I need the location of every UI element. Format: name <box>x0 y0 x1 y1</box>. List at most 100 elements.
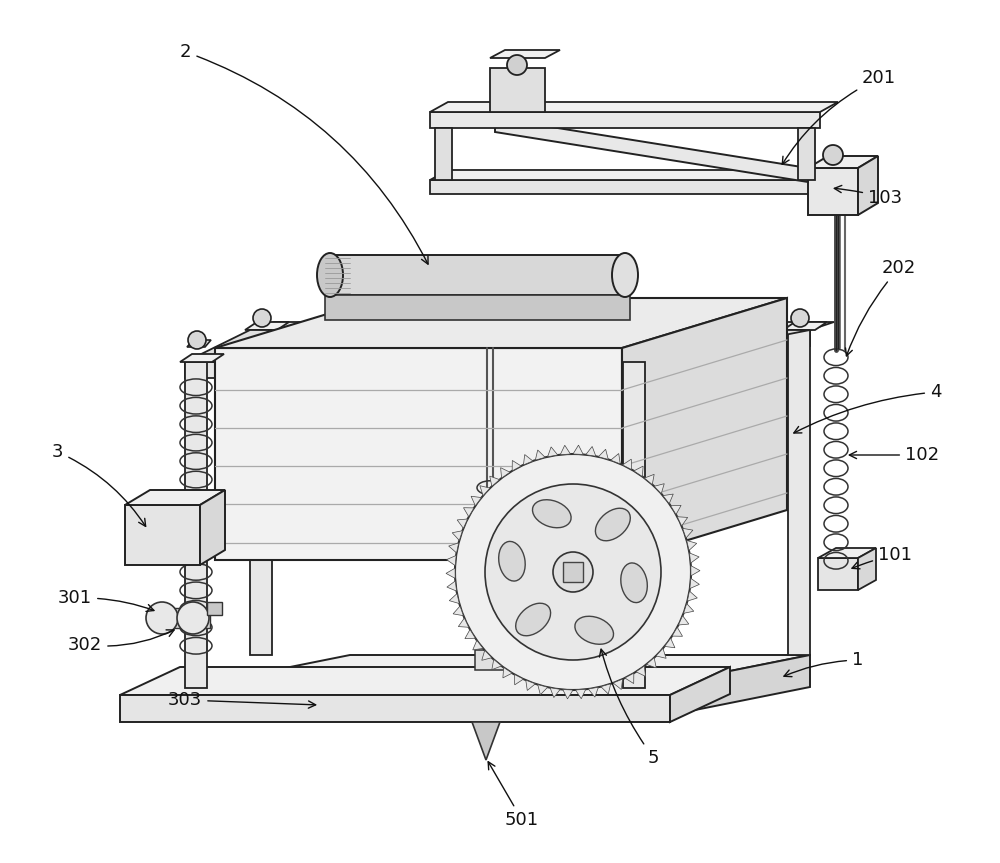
Polygon shape <box>683 528 693 538</box>
Polygon shape <box>490 68 545 112</box>
Circle shape <box>485 484 661 660</box>
Polygon shape <box>798 128 815 180</box>
Polygon shape <box>457 519 468 528</box>
Polygon shape <box>446 568 455 578</box>
Polygon shape <box>563 690 573 699</box>
Polygon shape <box>449 594 459 603</box>
Polygon shape <box>623 459 632 469</box>
Polygon shape <box>458 618 469 627</box>
Circle shape <box>507 55 527 75</box>
Polygon shape <box>598 450 608 459</box>
Polygon shape <box>180 354 224 362</box>
Polygon shape <box>654 483 664 494</box>
Polygon shape <box>671 506 681 514</box>
Polygon shape <box>125 490 225 505</box>
Polygon shape <box>245 322 289 330</box>
Polygon shape <box>447 556 456 565</box>
Ellipse shape <box>575 616 614 645</box>
Text: 302: 302 <box>68 630 174 654</box>
Text: 5: 5 <box>599 649 660 767</box>
Polygon shape <box>435 128 452 180</box>
Polygon shape <box>430 102 838 112</box>
Circle shape <box>188 331 206 349</box>
Polygon shape <box>150 608 210 628</box>
Text: 103: 103 <box>834 186 902 207</box>
Circle shape <box>177 602 209 634</box>
Polygon shape <box>472 722 500 760</box>
Polygon shape <box>492 659 502 670</box>
Polygon shape <box>586 446 596 457</box>
Polygon shape <box>535 450 545 460</box>
Circle shape <box>791 309 809 327</box>
Ellipse shape <box>612 253 638 297</box>
Polygon shape <box>512 461 521 471</box>
Polygon shape <box>611 454 620 463</box>
Polygon shape <box>250 330 272 655</box>
Text: 3: 3 <box>52 443 146 526</box>
Polygon shape <box>601 683 611 694</box>
Polygon shape <box>475 650 505 670</box>
Polygon shape <box>185 330 272 362</box>
Polygon shape <box>656 648 666 658</box>
Polygon shape <box>678 615 689 625</box>
Polygon shape <box>250 330 810 346</box>
Polygon shape <box>818 548 876 558</box>
Text: 202: 202 <box>845 259 916 356</box>
Ellipse shape <box>516 603 551 636</box>
Circle shape <box>146 602 178 634</box>
Text: 101: 101 <box>852 546 912 569</box>
Polygon shape <box>207 602 222 615</box>
Polygon shape <box>788 330 810 655</box>
Polygon shape <box>495 118 808 182</box>
Polygon shape <box>514 674 523 685</box>
Circle shape <box>455 454 691 690</box>
Polygon shape <box>430 112 820 128</box>
Polygon shape <box>690 578 699 589</box>
Polygon shape <box>465 629 475 639</box>
Polygon shape <box>250 322 834 330</box>
Polygon shape <box>185 362 645 378</box>
Polygon shape <box>430 180 820 194</box>
Polygon shape <box>538 684 548 695</box>
Polygon shape <box>663 494 673 504</box>
Text: 1: 1 <box>784 651 863 677</box>
Polygon shape <box>548 447 558 457</box>
Polygon shape <box>573 445 583 455</box>
Polygon shape <box>330 255 625 295</box>
Polygon shape <box>120 667 730 695</box>
Polygon shape <box>523 455 533 465</box>
Polygon shape <box>634 466 643 476</box>
Text: 2: 2 <box>180 43 428 264</box>
Polygon shape <box>689 553 699 563</box>
Ellipse shape <box>532 500 571 528</box>
Polygon shape <box>645 655 810 720</box>
Polygon shape <box>550 688 560 697</box>
Polygon shape <box>646 658 656 668</box>
Polygon shape <box>672 627 683 636</box>
Polygon shape <box>858 548 876 590</box>
Polygon shape <box>687 591 697 602</box>
Polygon shape <box>687 540 697 551</box>
Polygon shape <box>125 505 200 565</box>
Ellipse shape <box>595 508 630 541</box>
Ellipse shape <box>499 541 525 581</box>
Polygon shape <box>471 496 481 506</box>
Polygon shape <box>818 558 858 590</box>
Circle shape <box>553 552 593 592</box>
Polygon shape <box>563 562 583 582</box>
Text: 4: 4 <box>794 383 942 433</box>
Polygon shape <box>576 690 586 699</box>
Polygon shape <box>480 486 490 495</box>
Polygon shape <box>430 170 838 180</box>
Polygon shape <box>623 362 645 688</box>
Polygon shape <box>613 679 623 690</box>
Polygon shape <box>670 667 730 722</box>
Text: 501: 501 <box>488 762 539 829</box>
Text: 102: 102 <box>849 446 939 464</box>
Polygon shape <box>187 340 211 347</box>
Text: 301: 301 <box>58 589 154 611</box>
Polygon shape <box>808 168 858 215</box>
Polygon shape <box>808 156 878 168</box>
Polygon shape <box>560 445 570 455</box>
Polygon shape <box>526 680 535 690</box>
